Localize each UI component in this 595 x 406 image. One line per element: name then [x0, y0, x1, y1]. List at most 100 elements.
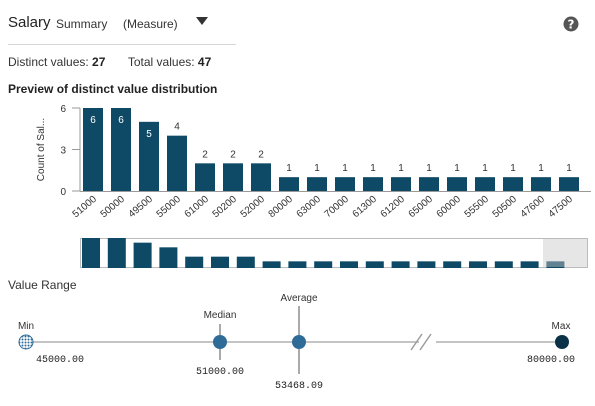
value-range-slider: Min 45000.00 Median 51000.00 Average 53468.09… — [18, 293, 575, 392]
x-tick-label: 51000 — [71, 194, 100, 221]
overview-bar — [365, 261, 384, 268]
data-label: 2 — [202, 149, 208, 160]
data-label: 5 — [146, 129, 152, 140]
data-label: 1 — [538, 163, 544, 174]
axis-break-mark — [410, 333, 423, 351]
y-tick-label: 0 — [60, 187, 66, 198]
distribution-bar-chart: 0 3 6 Count of Sal... 6 51000 6 50000 5 49500 4 550… — [36, 104, 591, 221]
axis-break-mark — [419, 333, 432, 351]
overview-bar — [391, 261, 410, 268]
overview-bar — [82, 238, 100, 268]
max-label: Max — [552, 321, 571, 332]
bar — [363, 177, 383, 191]
median-label: Median — [204, 310, 237, 321]
distinct-values-count: 27 — [92, 55, 106, 69]
bar — [447, 177, 467, 191]
bar — [335, 177, 355, 191]
field-name: Salary — [8, 14, 51, 31]
value-stats: Distinct values: 27 Total values: 47 — [8, 55, 211, 69]
data-label: 1 — [398, 163, 404, 174]
median-value: 51000.00 — [196, 367, 244, 378]
bar — [83, 108, 103, 191]
data-label: 1 — [286, 163, 292, 174]
data-label: 1 — [342, 163, 348, 174]
x-tick-label: 61200 — [379, 194, 408, 221]
overview-bar — [546, 261, 565, 268]
bar — [139, 121, 159, 191]
bar — [419, 177, 439, 191]
x-tick-label: 61000 — [183, 194, 212, 221]
data-label: 1 — [510, 163, 516, 174]
x-tick-label: 70000 — [323, 194, 352, 221]
min-value: 45000.00 — [36, 355, 84, 366]
overview-bar — [443, 261, 462, 268]
average-marker — [292, 335, 306, 349]
summary-label: Summary — [56, 17, 108, 31]
x-tick-label: 50500 — [491, 194, 520, 221]
overview-bar — [469, 261, 487, 268]
overview-bar — [520, 261, 539, 268]
bar — [195, 163, 215, 191]
total-values-label: Total values: — [127, 55, 195, 69]
bar — [531, 177, 551, 191]
caret-down-icon[interactable] — [194, 14, 210, 28]
x-tick-label: 50000 — [99, 194, 128, 221]
data-label: 1 — [454, 163, 460, 174]
overview-unselected-region — [543, 239, 587, 267]
overview-bar — [314, 261, 333, 268]
overview-bar — [494, 261, 513, 268]
summary-header: Salary Summary (Measure) — [8, 10, 236, 45]
x-tick-label: 80000 — [267, 194, 296, 221]
overview-bar — [159, 247, 178, 268]
x-tick-label: 61300 — [351, 194, 380, 221]
y-tick-label: 6 — [60, 104, 66, 115]
overview-bar — [288, 261, 307, 268]
data-label: 2 — [258, 149, 264, 160]
x-tick-label: 52000 — [239, 194, 268, 221]
y-tick-label: 3 — [60, 146, 66, 157]
overview-bar — [340, 261, 358, 268]
data-label: 6 — [118, 115, 124, 126]
bar — [307, 177, 327, 191]
bar — [167, 135, 187, 191]
x-tick-label: 50200 — [211, 194, 240, 221]
max-value: 80000.00 — [527, 355, 575, 366]
average-label: Average — [280, 293, 318, 304]
data-label: 2 — [230, 149, 236, 160]
overview-bar — [262, 261, 281, 268]
question-circle-icon[interactable]: ? — [563, 16, 579, 32]
x-tick-label: 60000 — [435, 194, 464, 221]
bar — [503, 177, 523, 191]
distribution-preview-title: Preview of distinct value distribution — [8, 82, 218, 96]
overview-bar — [211, 256, 229, 268]
x-tick-label: 65000 — [407, 194, 436, 221]
data-label: 6 — [90, 115, 96, 126]
measure-label: (Measure) — [123, 17, 178, 31]
x-tick-label: 63000 — [295, 194, 324, 221]
overview-bar — [417, 261, 436, 268]
x-tick-label: 47500 — [547, 194, 576, 221]
max-marker — [555, 335, 569, 349]
bar — [475, 177, 495, 191]
value-range-title: Value Range — [8, 278, 77, 292]
y-axis-label: Count of Sal... — [36, 118, 47, 181]
data-label: 4 — [174, 122, 180, 133]
data-label: 1 — [426, 163, 432, 174]
bar — [251, 163, 271, 191]
overview-bar — [185, 256, 204, 268]
x-tick-label: 55000 — [155, 194, 184, 221]
x-tick-label: 55500 — [463, 194, 492, 221]
x-tick-label: 49500 — [127, 194, 156, 221]
distribution-overview-scrollbar[interactable] — [0, 232, 595, 272]
data-label: 1 — [566, 163, 572, 174]
bar — [111, 108, 131, 191]
min-label: Min — [18, 321, 34, 332]
total-values-count: 47 — [197, 55, 212, 69]
overview-bar — [133, 242, 152, 268]
x-tick-label: 47600 — [519, 194, 548, 221]
distinct-values-label: Distinct values: — [8, 55, 89, 69]
min-marker — [18, 334, 34, 350]
average-value: 53468.09 — [275, 381, 323, 392]
bar — [391, 177, 411, 191]
overview-bar — [107, 238, 126, 268]
